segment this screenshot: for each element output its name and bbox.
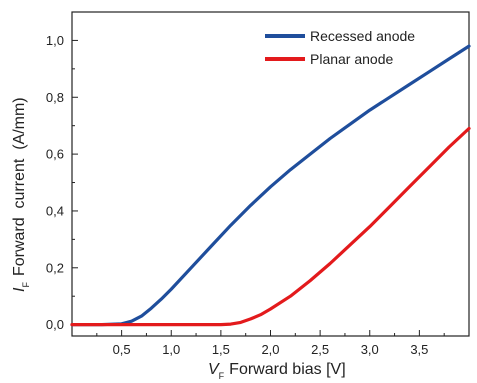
y-tick-label: 1,0 xyxy=(46,33,64,48)
x-axis-title: Forward bias [V] xyxy=(229,361,345,378)
legend: Recessed anode Planar anode xyxy=(265,28,415,67)
x-axis-ticks: 0,5 1,0 1,5 2,0 2,5 3,0 3,5 xyxy=(96,330,445,357)
legend-label-planar-anode: Planar anode xyxy=(310,51,394,67)
x-tick-label: 1,5 xyxy=(212,342,230,357)
x-tick-label: 2,5 xyxy=(311,342,329,357)
x-axis-label: VF Forward bias [V] xyxy=(208,361,346,381)
x-axis-symbol: V xyxy=(208,361,220,378)
y-axis-label: IF Forward current (A/mm) xyxy=(11,97,31,292)
x-tick-label: 0,5 xyxy=(113,342,131,357)
y-axis-symbol: I xyxy=(11,287,28,292)
y-axis-ticks: 0,0 0,2 0,4 0,6 0,8 1,0 xyxy=(46,11,78,332)
series-layer xyxy=(70,44,471,327)
y-tick-label: 0,0 xyxy=(46,317,64,332)
y-axis-title: Forward current (A/mm) xyxy=(11,97,28,276)
x-tick-label: 3,5 xyxy=(410,342,428,357)
y-tick-label: 0,2 xyxy=(46,260,64,275)
series-line-recessed-anode xyxy=(70,44,471,327)
y-tick-label: 0,4 xyxy=(46,203,64,218)
x-axis-subscript: F xyxy=(219,371,225,381)
y-tick-label: 0,8 xyxy=(46,90,64,105)
x-tick-label: 3,0 xyxy=(361,342,379,357)
y-tick-label: 0,6 xyxy=(46,147,64,162)
legend-label-recessed-anode: Recessed anode xyxy=(310,28,415,44)
series-line-planar-anode xyxy=(70,126,471,327)
x-tick-label: 2,0 xyxy=(261,342,279,357)
x-tick-label: 1,0 xyxy=(162,342,180,357)
y-axis-subscript: F xyxy=(21,282,31,288)
